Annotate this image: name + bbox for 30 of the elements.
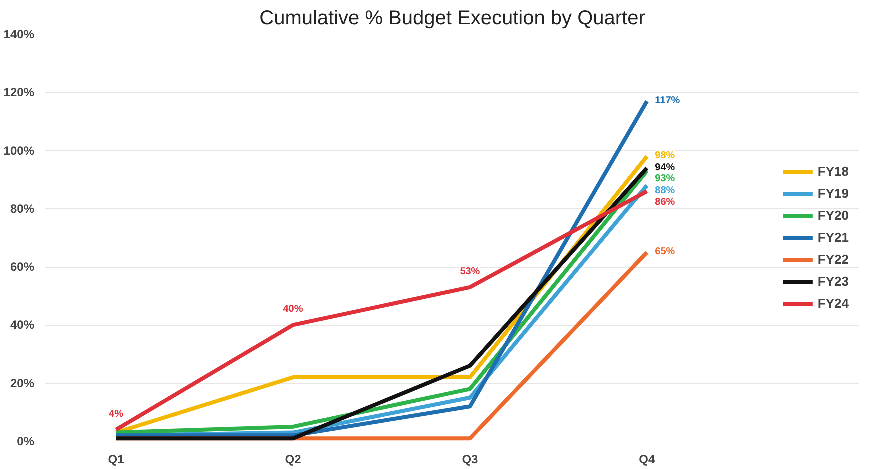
legend-label: FY22 (818, 252, 849, 267)
legend-label: FY21 (818, 230, 849, 245)
y-tick-label: 60% (10, 260, 35, 274)
legend-label: FY19 (818, 186, 849, 201)
data-label: 53% (460, 266, 480, 278)
legend-label: FY20 (818, 208, 849, 223)
data-label: 86% (655, 197, 676, 208)
y-tick-label: 80% (10, 202, 35, 216)
chart-title: Cumulative % Budget Execution by Quarter (260, 8, 646, 30)
data-label: 94% (655, 162, 676, 174)
data-label: 88% (655, 186, 676, 197)
data-label: 117% (655, 95, 680, 106)
y-tick-label: 20% (10, 376, 35, 390)
data-label: 65% (655, 246, 676, 258)
x-tick-label: Q3 (462, 452, 479, 466)
data-label: 4% (109, 408, 124, 420)
y-tick-label: 120% (4, 86, 35, 100)
y-tick-label: 140% (4, 28, 35, 42)
data-label: 93% (655, 174, 676, 185)
x-tick-label: Q4 (639, 452, 656, 466)
data-label: 98% (655, 150, 676, 162)
y-tick-label: 100% (4, 144, 35, 158)
legend-label: FY18 (818, 164, 849, 179)
legend-label: FY23 (818, 274, 849, 289)
y-tick-label: 40% (10, 318, 35, 332)
x-tick-label: Q1 (108, 452, 125, 466)
x-tick-label: Q2 (285, 452, 302, 466)
data-label: 40% (283, 304, 304, 316)
legend-label: FY24 (818, 296, 849, 311)
y-tick-label: 0% (17, 434, 35, 448)
